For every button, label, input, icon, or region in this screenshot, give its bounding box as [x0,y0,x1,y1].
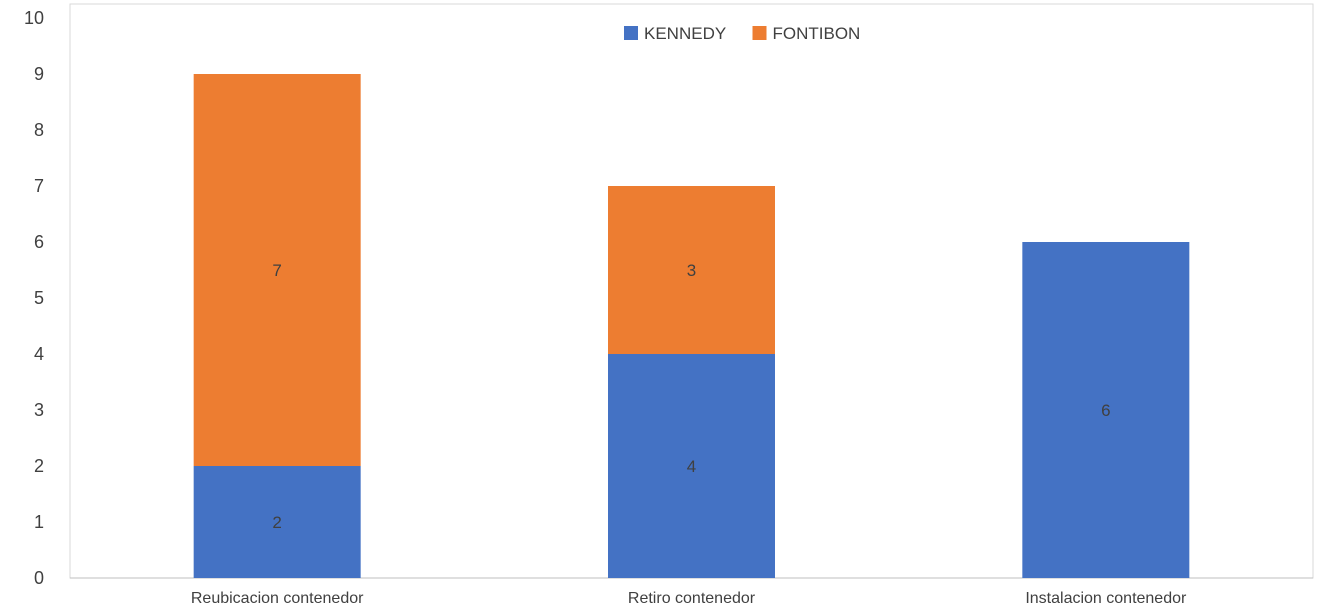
legend-swatch [752,26,767,40]
bar-kennedy [1022,242,1190,578]
bar-fontibon [608,186,775,354]
legend: KENNEDY FONTIBON [624,24,860,43]
y-tick-label: 10 [24,8,44,28]
bar-fontibon [193,74,361,466]
x-category-label: Reubicacion contenedor [191,590,364,607]
bar-kennedy [608,354,775,578]
y-tick-label: 7 [34,176,44,196]
y-tick-label: 5 [34,288,44,308]
y-tick-label: 2 [34,456,44,476]
x-category-label: Instalacion contenedor [1025,590,1187,607]
data-label: 6 [1101,401,1110,420]
y-tick-label: 3 [34,400,44,420]
y-tick-label: 9 [34,64,44,84]
y-tick-label: 6 [34,232,44,252]
data-label: 4 [687,457,696,476]
data-label: 2 [272,513,281,532]
data-label: 3 [687,261,696,280]
legend-label: FONTIBON [773,24,861,43]
legend-swatch [624,26,638,40]
x-axis: Reubicacion contenedor Retiro contenedor I… [191,590,1187,607]
x-category-label: Retiro contenedor [628,590,756,607]
y-tick-label: 8 [34,120,44,140]
y-tick-label: 1 [34,512,44,532]
bar-kennedy [193,466,361,578]
bars: 2 7 4 3 6 [193,74,1190,578]
legend-label: KENNEDY [644,24,726,43]
y-tick-label: 4 [34,344,44,364]
y-tick-label: 0 [34,568,44,588]
data-label: 7 [272,261,281,280]
y-axis: 0 1 2 3 4 5 6 7 8 9 10 [24,8,44,588]
